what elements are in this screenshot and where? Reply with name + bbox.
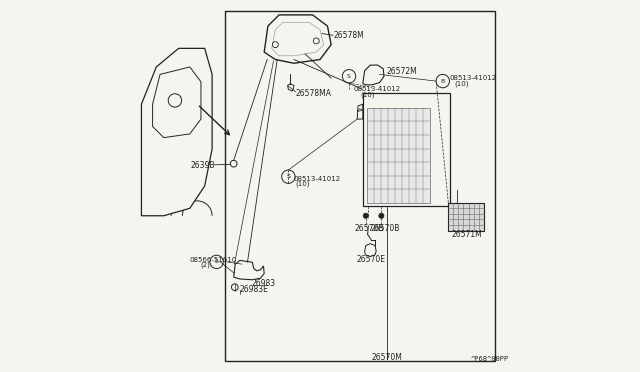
Text: S: S [287,174,291,179]
Text: 26570B: 26570B [371,224,401,233]
Circle shape [363,213,369,218]
Text: B: B [440,78,445,84]
Text: 08513-41012: 08513-41012 [353,86,401,92]
Text: 26983E: 26983E [239,285,269,294]
Bar [367,108,429,203]
Circle shape [379,213,384,218]
Text: ^P68^00PP: ^P68^00PP [470,356,509,362]
Polygon shape [264,15,331,63]
Polygon shape [234,260,264,280]
Text: 26570M: 26570M [371,353,402,362]
Polygon shape [141,48,212,216]
Text: 26570E: 26570E [357,255,386,264]
Text: (10): (10) [296,180,310,187]
Text: (2): (2) [200,262,210,268]
Polygon shape [365,244,376,257]
Circle shape [168,94,182,107]
Text: 08513-41012: 08513-41012 [449,75,497,81]
Polygon shape [287,84,294,91]
Text: 26578M: 26578M [333,31,364,40]
Text: 26571M: 26571M [451,230,482,239]
Text: 26572M: 26572M [386,67,417,76]
Text: (10): (10) [454,80,469,87]
Polygon shape [363,65,384,85]
Text: S: S [347,74,351,79]
Text: 2639B: 2639B [191,161,216,170]
Text: 08513-41012: 08513-41012 [293,176,340,182]
Polygon shape [357,104,363,119]
Text: 26983: 26983 [251,279,275,288]
Text: (10): (10) [360,91,374,98]
Bar [449,203,484,231]
Bar [225,11,495,361]
Text: S: S [214,259,218,264]
Text: 26578MA: 26578MA [296,89,332,98]
Bar [363,93,450,206]
Text: 08566-51610: 08566-51610 [189,257,236,263]
Text: 26570B: 26570B [355,224,385,233]
